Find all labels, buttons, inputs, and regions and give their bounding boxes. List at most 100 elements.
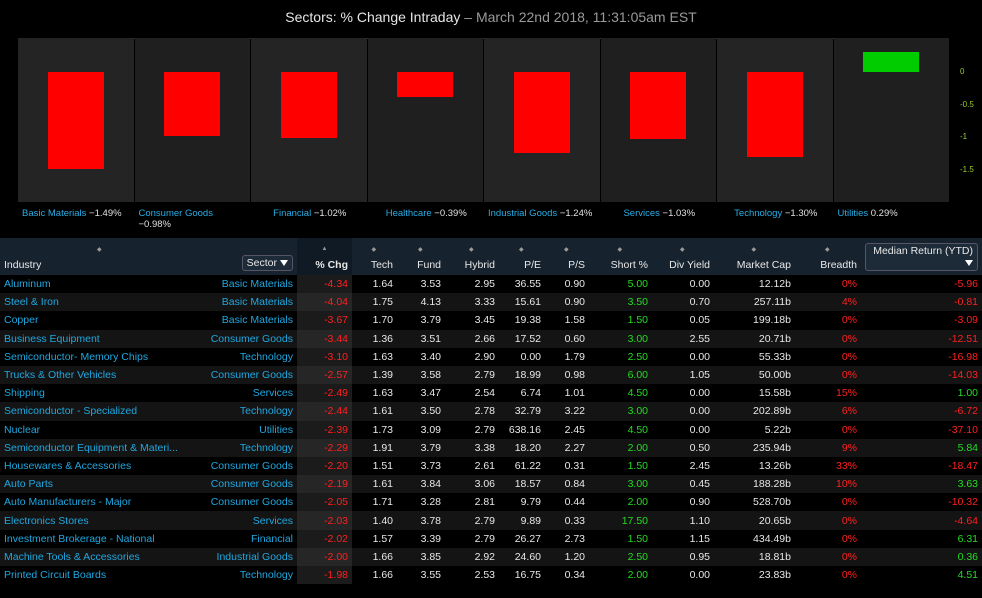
cell-industry[interactable]: Semiconductor - Specialized [4,405,138,418]
cell-sector[interactable]: Technology [239,569,293,582]
cell-sector[interactable]: Consumer Goods [210,496,293,509]
cell-sector[interactable]: Consumer Goods [210,369,293,382]
table-row[interactable]: Shipping Services -2.49 1.63 3.47 2.54 6.74 1.0… [0,384,982,403]
bar-financial[interactable] [280,72,337,139]
col-short[interactable]: ◆ Short % [589,238,652,275]
cell-sector[interactable]: Utilities [259,423,293,436]
panel-label-name[interactable]: Basic Materials [22,208,87,219]
panel-label-name[interactable]: Healthcare [385,208,432,219]
sector-filter[interactable]: Sector [241,255,293,271]
cell-sector[interactable]: Consumer Goods [210,459,293,472]
panel-label[interactable]: Basic Materials −1.49% [22,208,132,219]
col-sector[interactable]: Sector [200,238,297,275]
col-chg[interactable]: ▲% Chg [297,238,352,275]
panel-label[interactable]: Technology −1.30% [721,208,831,219]
cell-mcap: 18.81b [758,550,791,563]
col-industry[interactable]: ◆ Industry [0,238,200,275]
cell-sector[interactable]: Technology [239,441,293,454]
bar-utilities[interactable] [863,52,920,72]
cell-industry[interactable]: Aluminum [4,278,51,291]
cell-industry[interactable]: Electronics Stores [4,514,89,527]
bar-healthcare[interactable] [397,72,454,98]
cell-industry[interactable]: Business Equipment [4,332,100,345]
cell-industry[interactable]: Semiconductor- Memory Chips [4,350,149,363]
panel-label-name[interactable]: Consumer Goods [138,208,213,219]
panel-label-name[interactable]: Utilities [837,208,869,219]
cell-sector[interactable]: Technology [239,405,293,418]
cell-industry[interactable]: Copper [4,314,39,327]
cell-industry[interactable]: Investment Brokerage - National [4,532,155,545]
table-row[interactable]: Printed Circuit Boards Technology -1.98 1.6… [0,566,982,585]
cell-sector[interactable]: Industrial Goods [216,550,293,563]
cell-hybrid: 2.90 [474,350,495,363]
cell-ps: 0.84 [564,478,585,491]
panel-label-name[interactable]: Industrial Goods [488,208,558,219]
bar-basic-materials[interactable] [47,72,104,169]
panel-label-value: −1.02% [311,208,347,219]
panel-label[interactable]: Services −1.03% [605,208,715,219]
cell-fund: 3.50 [420,405,441,418]
table-row[interactable]: Auto Parts Consumer Goods -2.19 1.61 3.84 3.0… [0,475,982,494]
cell-sector[interactable]: Technology [239,350,293,363]
col-median[interactable]: Median Return (YTD) [861,238,982,275]
cell-industry[interactable]: Auto Manufacturers - Major [4,496,132,509]
table-row[interactable]: Semiconductor Equipment & Materi... Techn… [0,438,982,457]
cell-industry[interactable]: Machine Tools & Accessories [4,550,140,563]
col-breadth[interactable]: ◆ Breadth [795,238,861,275]
table-row[interactable]: Housewares & Accessories Consumer Goods -2… [0,456,982,476]
panel-label[interactable]: Financial −1.02% [255,208,365,219]
table-row[interactable]: Machine Tools & Accessories Industrial Go… [0,547,982,566]
col-fund[interactable]: ◆ Fund [397,238,445,275]
cell-industry[interactable]: Nuclear [4,423,41,436]
cell-industry[interactable]: Printed Circuit Boards [4,569,107,582]
table-row[interactable]: Business Equipment Consumer Goods -3.44 1.3… [0,329,982,348]
cell-industry[interactable]: Shipping [4,387,45,400]
table-row[interactable]: Steel & Iron Basic Materials -4.04 1.75 4.13… [0,293,982,312]
cell-industry[interactable]: Semiconductor Equipment & Materi... [4,441,178,454]
panel-label[interactable]: Healthcare −0.39% [372,208,482,219]
table-row[interactable]: Copper Basic Materials -3.67 1.70 3.79 3.45 19… [0,311,982,330]
col-ps[interactable]: ◆ P/S [545,238,589,275]
cell-sector[interactable]: Services [252,387,293,400]
panel-label-name[interactable]: Services [623,208,660,219]
table-row[interactable]: Aluminum Basic Materials -4.34 1.64 3.53 2.95… [0,275,982,294]
panel-label[interactable]: Consumer Goods −0.98% [139,208,249,230]
col-pe-label: P/E [524,259,541,271]
cell-sector[interactable]: Services [252,514,293,527]
bar-industrial-goods[interactable] [513,72,570,153]
cell-industry[interactable]: Auto Parts [4,478,54,491]
cell-tech: 1.57 [372,532,393,545]
cell-sector[interactable]: Consumer Goods [210,478,293,491]
bar-consumer-goods[interactable] [164,72,221,136]
table-row[interactable]: Semiconductor- Memory Chips Technology -3.… [0,347,982,366]
table-row[interactable]: Trucks & Other Vehicles Consumer Goods -2.… [0,365,982,385]
col-div[interactable]: ◆ Div Yield [652,238,714,275]
panel-label-name[interactable]: Technology [734,208,783,219]
cell-sector[interactable]: Basic Materials [221,296,293,309]
cell-sector[interactable]: Consumer Goods [210,332,293,345]
table-row[interactable]: Electronics Stores Services -2.03 1.40 3.78 2… [0,511,982,530]
filter-icon[interactable] [965,260,973,267]
table-row[interactable]: Auto Manufacturers - Major Consumer Goods… [0,493,982,512]
cell-sector[interactable]: Financial [250,532,293,545]
col-tech[interactable]: ◆ Tech [352,238,397,275]
col-mcap[interactable]: ◆ Market Cap [714,238,795,275]
panel-label[interactable]: Industrial Goods −1.24% [488,208,598,219]
cell-industry[interactable]: Housewares & Accessories [4,459,132,472]
table-row[interactable]: Semiconductor - Specialized Technology -2.… [0,402,982,421]
table-row[interactable]: Investment Brokerage - National Financial… [0,529,982,548]
bar-services[interactable] [630,72,687,139]
col-pe[interactable]: ◆ P/E [499,238,545,275]
filter-icon[interactable] [280,260,288,267]
cell-sector[interactable]: Basic Materials [221,278,293,291]
panel-label[interactable]: Utilities 0.29% [838,208,948,219]
cell-industry[interactable]: Trucks & Other Vehicles [4,369,117,382]
cell-industry[interactable]: Steel & Iron [4,296,59,309]
cell-hybrid: 3.38 [474,441,495,454]
col-hybrid[interactable]: ◆ Hybrid [445,238,499,275]
cell-sector[interactable]: Basic Materials [221,314,293,327]
bar-technology[interactable] [746,72,803,157]
median-filter[interactable]: Median Return (YTD) [865,243,978,271]
table-row[interactable]: Nuclear Utilities -2.39 1.73 3.09 2.79 638.16 2… [0,420,982,439]
panel-label-name[interactable]: Financial [273,208,312,219]
